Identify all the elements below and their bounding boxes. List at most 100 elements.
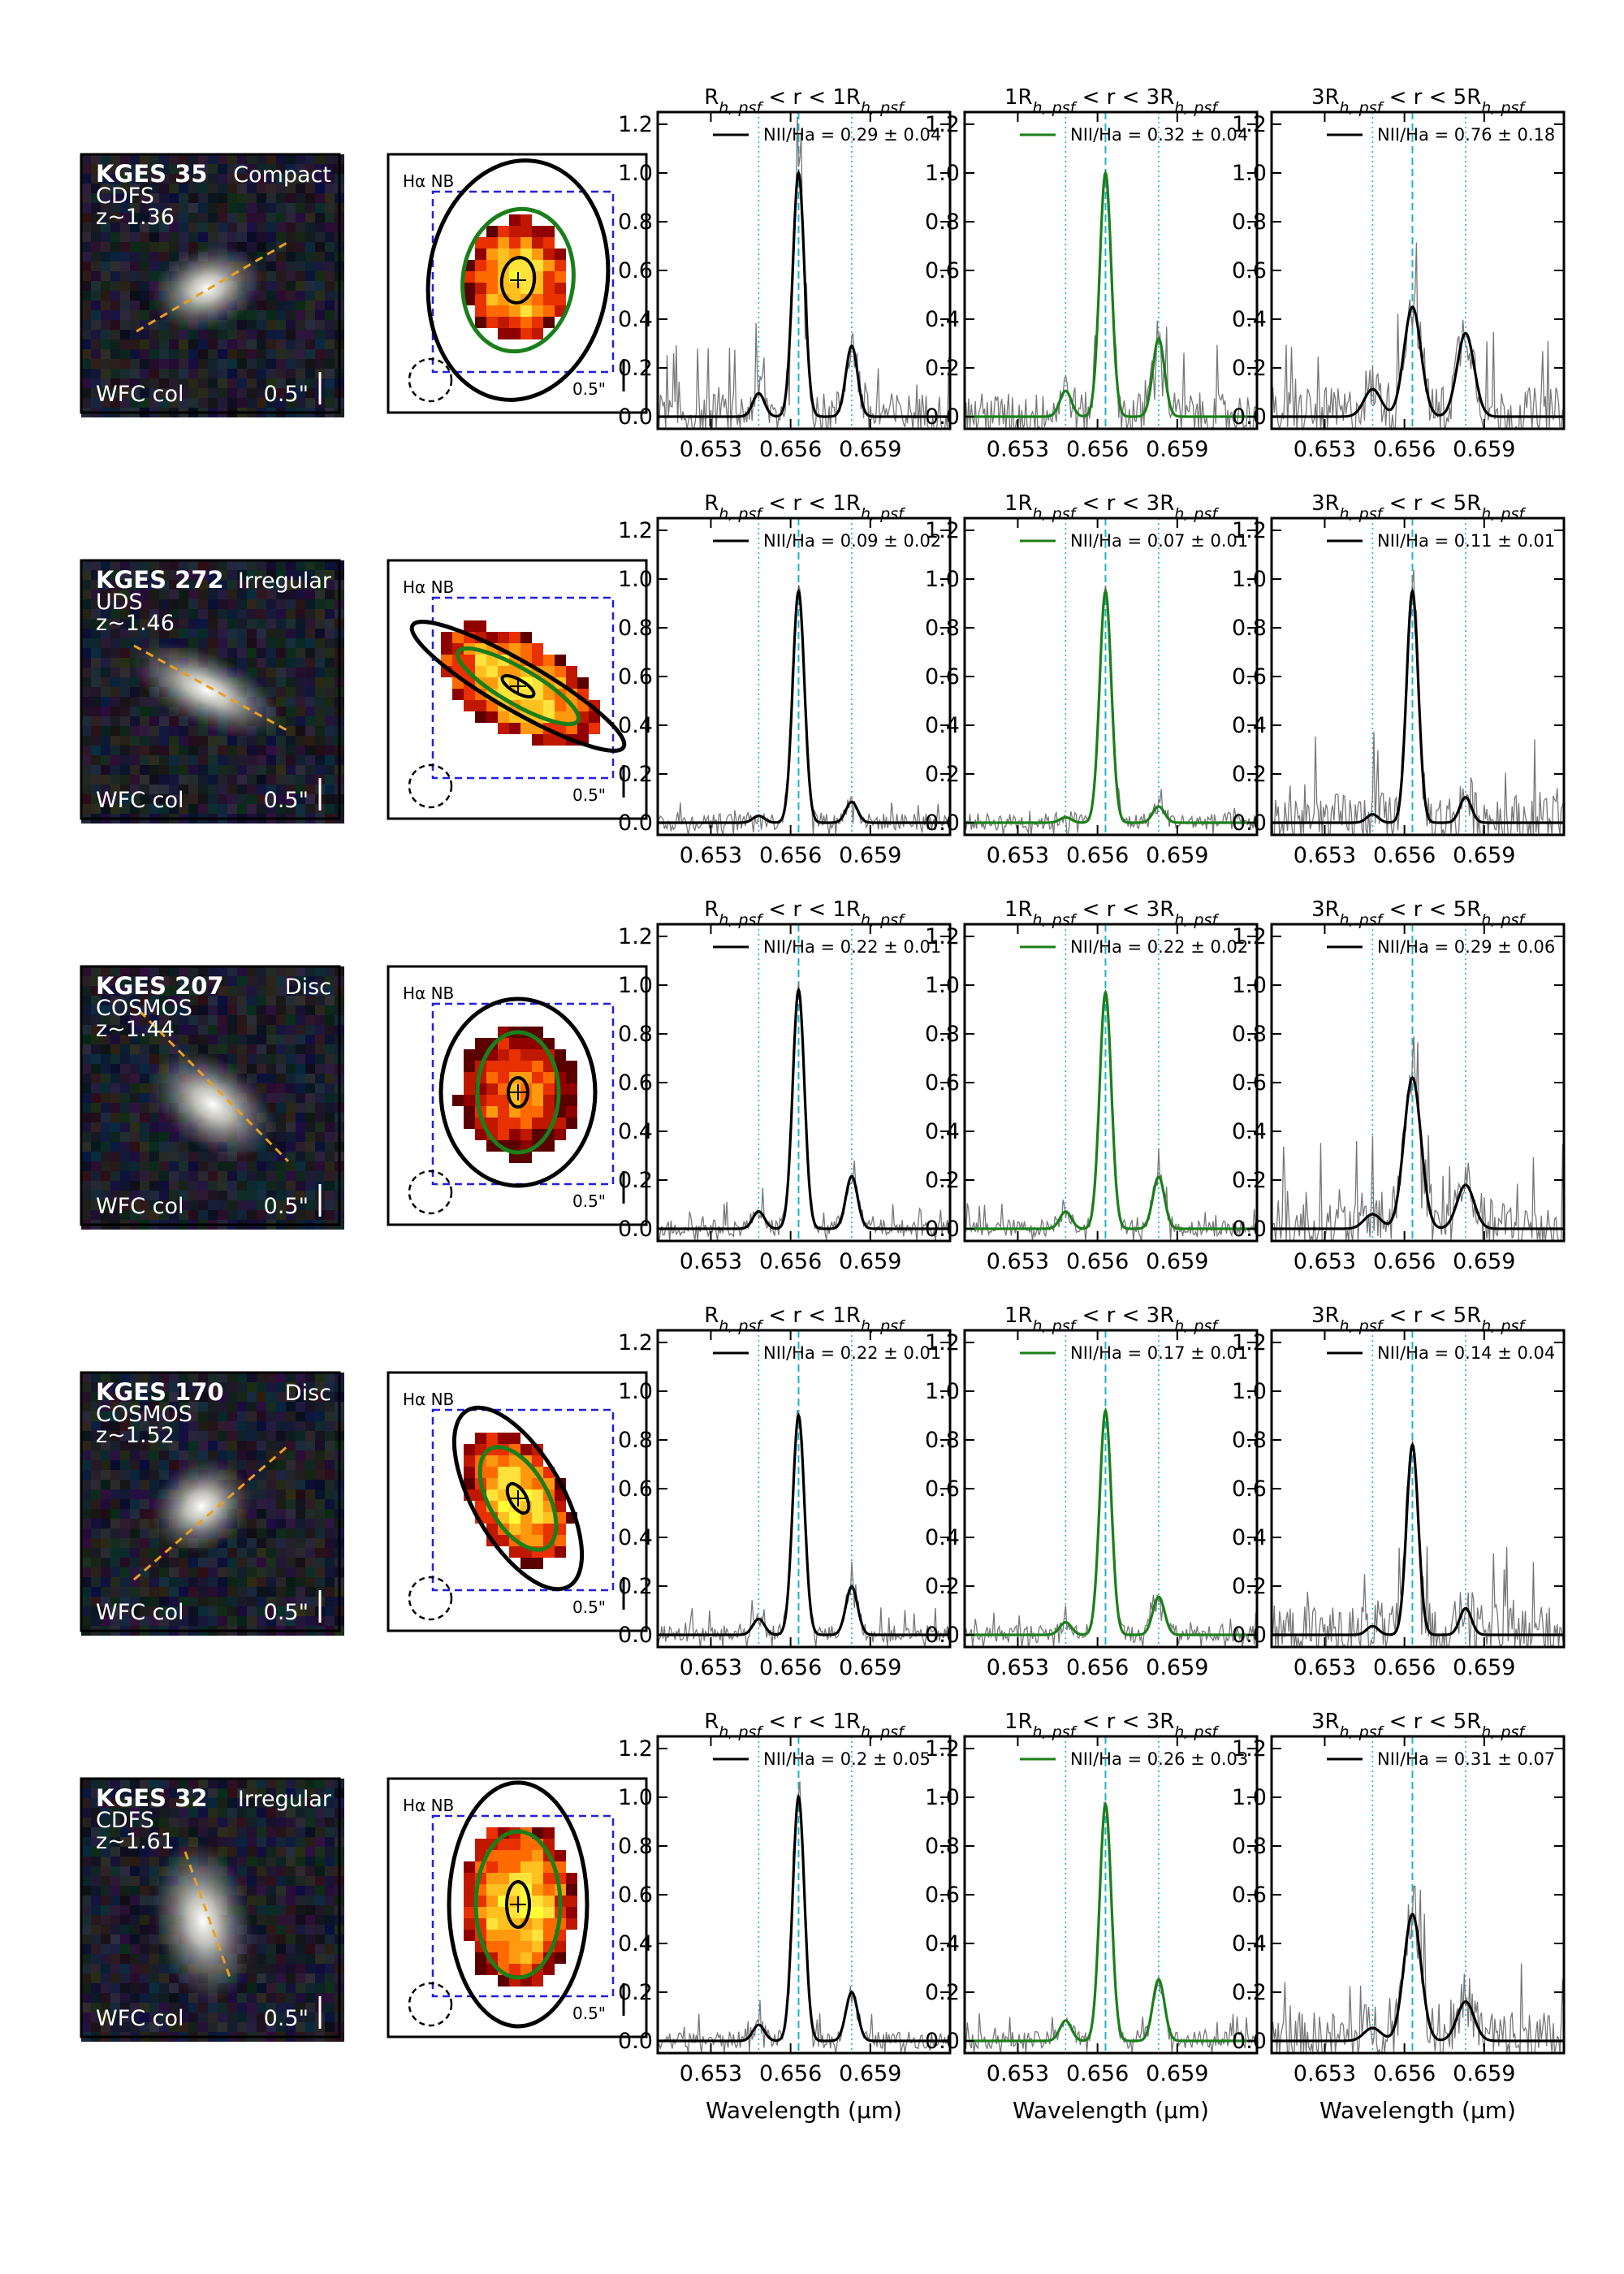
ytick-label: 0.6	[618, 1476, 653, 1502]
xaxis-label: Wavelength (μm)	[706, 2097, 902, 2124]
xtick-label: 0.653	[680, 843, 742, 868]
ytick-label: 0.6	[925, 1883, 960, 1908]
ytick-label: 1.2	[1232, 112, 1267, 137]
map-scale-label: 0.5"	[572, 1597, 606, 1617]
kmos-fov-box	[431, 1814, 615, 1998]
xtick-label: 0.656	[759, 437, 822, 462]
thumb-frame	[80, 1371, 341, 1632]
spectrum-fit	[965, 170, 1257, 418]
panel-bg	[1272, 924, 1564, 1241]
ytick-label: 0.0	[925, 811, 960, 836]
xtick-label: 0.653	[680, 437, 742, 462]
map-frame	[387, 1371, 648, 1632]
ytick-label: 0.8	[618, 1834, 653, 1859]
kmos-fov-box	[431, 190, 615, 374]
ytick-label: 0.6	[618, 1883, 653, 1908]
slit-line	[133, 1444, 289, 1581]
spectrum-data	[1271, 1036, 1565, 1243]
ytick-label: 0.4	[618, 1525, 653, 1550]
outer-annulus	[409, 620, 627, 753]
outer-annulus	[438, 996, 598, 1188]
ytick-label: 1.0	[618, 161, 653, 186]
column-title-2: 1Rh, psf < r < 3Rh, psf	[1004, 491, 1220, 523]
legend-label: NII/Ha = 0.31 ± 0.07	[1377, 1749, 1555, 1769]
spectrum-panel-1-2: 0.0 0.2 0.4 0.6 0.8 1.0 1.2 0.653 0.656 0.659 NII/…	[925, 110, 1259, 462]
xtick-label: 0.653	[680, 1249, 742, 1274]
ytick-label: 0.0	[618, 404, 653, 430]
slit-line	[133, 644, 289, 733]
ytick-label: 0.6	[618, 664, 653, 690]
spectrum-panel-3-2: 0.0 0.2 0.4 0.6 0.8 1.0 1.2 0.653 0.656 0.659 NII/…	[925, 923, 1259, 1274]
spectrum-panel-4-2: 0.0 0.2 0.4 0.6 0.8 1.0 1.2 0.653 0.656 0.659 NII/…	[925, 1329, 1259, 1680]
ytick-label: 0.6	[618, 258, 653, 283]
xtick-label: 0.659	[839, 2061, 901, 2086]
column-title-3: 3Rh, psf < r < 5Rh, psf	[1311, 1710, 1527, 1741]
ytick-label: 1.0	[925, 161, 960, 186]
map-label: Hα NB	[403, 577, 454, 597]
ytick-label: 1.0	[618, 973, 653, 998]
ytick-label: 1.0	[618, 567, 653, 592]
spectrum-panel-3-3: 0.0 0.2 0.4 0.6 0.8 1.0 1.2 0.653 0.656 0.659 NII/…	[1232, 923, 1566, 1274]
legend-label: NII/Ha = 0.76 ± 0.18	[1377, 125, 1555, 145]
panel-bg	[1272, 1736, 1564, 2053]
ytick-label: 0.8	[925, 210, 960, 235]
galaxy-morphology: Irregular	[238, 568, 332, 594]
scale-label: 0.5"	[264, 1194, 309, 1219]
ytick-label: 0.8	[1232, 1834, 1267, 1859]
ytick-label: 0.4	[925, 1525, 960, 1550]
ytick-label: 0.0	[618, 1217, 653, 1242]
galaxy-name: KGES 32	[96, 1784, 207, 1812]
ytick-label: 0.4	[618, 713, 653, 738]
scale-label: 0.5"	[264, 2006, 309, 2031]
map-scale-label: 0.5"	[572, 785, 606, 805]
column-title-2: 1Rh, psf < r < 3Rh, psf	[1004, 1303, 1220, 1335]
column-title-3: 3Rh, psf < r < 5Rh, psf	[1311, 491, 1527, 523]
middle-annulus	[475, 1030, 561, 1155]
ytick-label: 1.2	[1232, 1330, 1267, 1355]
ytick-label: 1.0	[925, 973, 960, 998]
xtick-label: 0.656	[1373, 1655, 1436, 1680]
ytick-label: 1.2	[925, 1330, 960, 1355]
xtick-label: 0.656	[1066, 437, 1129, 462]
ytick-label: 0.2	[618, 1168, 653, 1193]
spectrum-fit	[1272, 1442, 1564, 1636]
ytick-label: 1.2	[618, 518, 653, 543]
spectrum-fit	[965, 588, 1257, 824]
spectrum-panel-3-1: 0.0 0.2 0.4 0.6 0.8 1.0 1.2 0.653 0.656 0.659 NII/…	[618, 923, 952, 1274]
slit-line	[184, 1851, 233, 1982]
xtick-label: 0.653	[1294, 2061, 1356, 2086]
column-title-2: 1Rh, psf < r < 3Rh, psf	[1004, 897, 1220, 929]
xtick-label: 0.656	[759, 2061, 822, 2086]
ytick-label: 1.2	[925, 112, 960, 137]
psf-circle	[408, 1982, 453, 2027]
xtick-label: 0.659	[1146, 843, 1208, 868]
middle-annulus	[473, 1829, 563, 1980]
inner-annulus	[505, 1481, 531, 1515]
galaxy-redshift: z~1.52	[96, 1423, 175, 1448]
legend-label: NII/Ha = 0.22 ± 0.01	[763, 937, 941, 957]
ytick-label: 1.0	[925, 1379, 960, 1404]
legend-label: NII/Ha = 0.11 ± 0.01	[1377, 531, 1555, 551]
slit-line	[138, 1009, 290, 1163]
ytick-label: 1.2	[618, 924, 653, 949]
kmos-fov-box	[431, 596, 615, 780]
ytick-label: 0.6	[1232, 1476, 1267, 1502]
legend-label: NII/Ha = 0.22 ± 0.02	[1070, 937, 1248, 957]
outer-annulus	[451, 1405, 585, 1592]
psf-circle	[408, 763, 453, 809]
halpha-map-3: Hα NB 0.5"	[387, 965, 648, 1226]
ytick-label: 0.0	[618, 1623, 653, 1648]
ytick-label: 1.2	[618, 1736, 653, 1762]
ytick-label: 0.2	[618, 1574, 653, 1599]
ytick-label: 0.0	[1232, 2029, 1267, 2054]
ytick-label: 1.0	[618, 1379, 653, 1404]
ytick-label: 0.2	[925, 356, 960, 381]
ytick-label: 0.8	[618, 1022, 653, 1047]
column-title-1: Rh, psf < r < 1Rh, psf	[704, 897, 906, 929]
ytick-label: 0.8	[618, 1428, 653, 1453]
galaxy-morphology: Disc	[285, 1381, 331, 1406]
wfc-label: WFC col	[96, 382, 184, 407]
ytick-label: 1.2	[1232, 924, 1267, 949]
ytick-label: 0.6	[1232, 664, 1267, 690]
